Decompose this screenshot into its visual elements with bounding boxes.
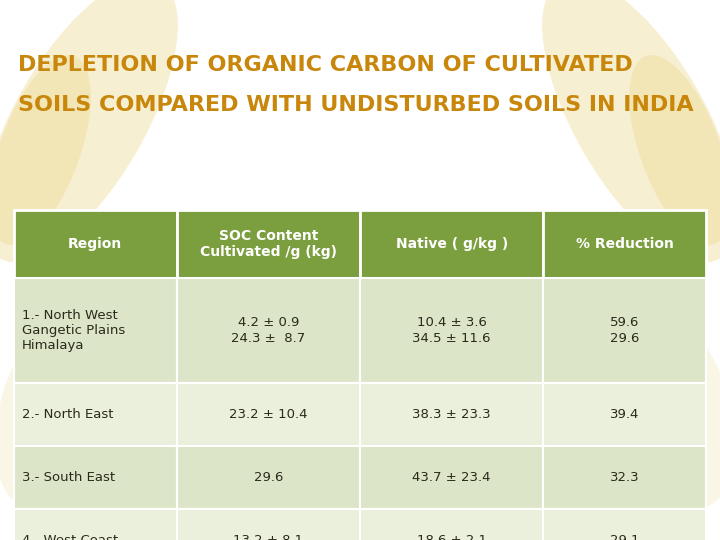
Text: 3.- South East: 3.- South East xyxy=(22,471,115,484)
Text: 18.6 ± 2.1: 18.6 ± 2.1 xyxy=(417,534,487,540)
Text: SOILS COMPARED WITH UNDISTURBED SOILS IN INDIA: SOILS COMPARED WITH UNDISTURBED SOILS IN… xyxy=(18,95,693,115)
Ellipse shape xyxy=(629,55,720,245)
Text: 4.2 ± 0.9
24.3 ±  8.7: 4.2 ± 0.9 24.3 ± 8.7 xyxy=(231,316,305,345)
FancyBboxPatch shape xyxy=(176,210,360,278)
Text: 1.- North West
Gangetic Plains
Himalaya: 1.- North West Gangetic Plains Himalaya xyxy=(22,309,125,352)
Ellipse shape xyxy=(0,55,91,245)
FancyBboxPatch shape xyxy=(360,509,544,540)
FancyBboxPatch shape xyxy=(14,509,176,540)
Text: 32.3: 32.3 xyxy=(610,471,639,484)
Text: SOC Content
Cultivated /g (kg): SOC Content Cultivated /g (kg) xyxy=(200,229,337,259)
Text: 23.2 ± 10.4: 23.2 ± 10.4 xyxy=(229,408,307,421)
FancyBboxPatch shape xyxy=(14,446,176,509)
FancyBboxPatch shape xyxy=(544,278,706,383)
FancyBboxPatch shape xyxy=(544,383,706,446)
Text: 4.- West Coast: 4.- West Coast xyxy=(22,534,118,540)
FancyBboxPatch shape xyxy=(14,210,176,278)
FancyBboxPatch shape xyxy=(360,210,544,278)
Ellipse shape xyxy=(0,0,178,262)
Text: 43.7 ± 23.4: 43.7 ± 23.4 xyxy=(413,471,491,484)
Text: 38.3 ± 23.3: 38.3 ± 23.3 xyxy=(413,408,491,421)
FancyBboxPatch shape xyxy=(176,446,360,509)
FancyBboxPatch shape xyxy=(544,210,706,278)
FancyBboxPatch shape xyxy=(176,383,360,446)
FancyBboxPatch shape xyxy=(360,383,544,446)
Text: Native ( g/kg ): Native ( g/kg ) xyxy=(395,237,508,251)
FancyBboxPatch shape xyxy=(360,278,544,383)
Text: 29.1: 29.1 xyxy=(610,534,639,540)
FancyBboxPatch shape xyxy=(14,278,176,383)
Text: 59.6
29.6: 59.6 29.6 xyxy=(610,316,639,345)
Text: 10.4 ± 3.6
34.5 ± 11.6: 10.4 ± 3.6 34.5 ± 11.6 xyxy=(413,316,491,345)
Text: 29.6: 29.6 xyxy=(253,471,283,484)
FancyBboxPatch shape xyxy=(176,509,360,540)
Ellipse shape xyxy=(625,313,720,508)
Text: Region: Region xyxy=(68,237,122,251)
FancyBboxPatch shape xyxy=(544,509,706,540)
Text: 2.- North East: 2.- North East xyxy=(22,408,114,421)
FancyBboxPatch shape xyxy=(176,278,360,383)
Ellipse shape xyxy=(542,0,720,262)
Ellipse shape xyxy=(0,313,105,508)
FancyBboxPatch shape xyxy=(14,383,176,446)
FancyBboxPatch shape xyxy=(544,446,706,509)
Text: DEPLETION OF ORGANIC CARBON OF CULTIVATED: DEPLETION OF ORGANIC CARBON OF CULTIVATE… xyxy=(18,55,633,75)
FancyBboxPatch shape xyxy=(360,446,544,509)
Text: % Reduction: % Reduction xyxy=(576,237,674,251)
Text: 13.2 ± 8.1: 13.2 ± 8.1 xyxy=(233,534,303,540)
Text: 39.4: 39.4 xyxy=(610,408,639,421)
